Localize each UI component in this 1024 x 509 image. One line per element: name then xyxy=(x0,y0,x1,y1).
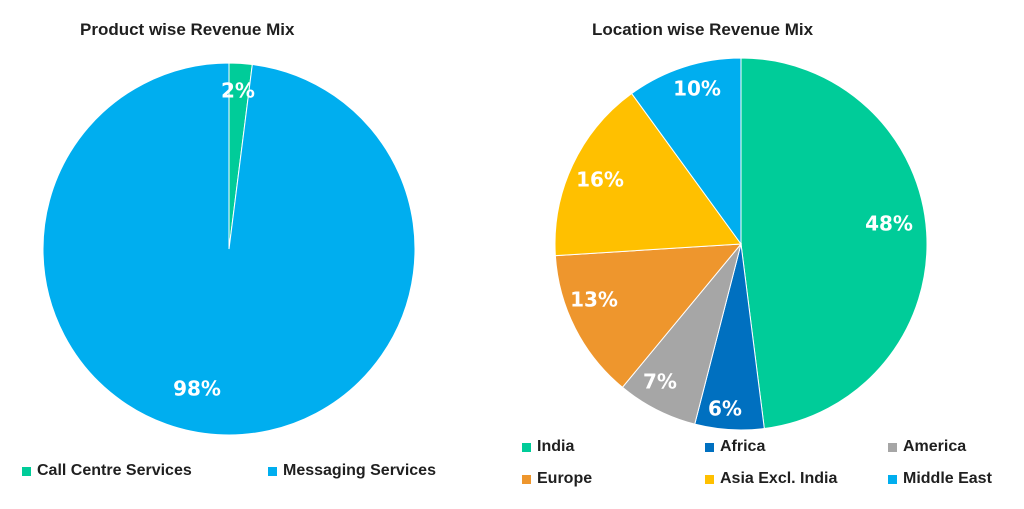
legend-label: Asia Excl. India xyxy=(720,470,838,487)
legend-item-middle-east: Middle East xyxy=(888,470,992,488)
pie-slice-middle-east xyxy=(630,57,742,246)
slice-label-america: 7% xyxy=(643,370,677,394)
pie-slice-europe xyxy=(554,243,743,389)
legend-item-america: America xyxy=(888,438,966,456)
legend-label: America xyxy=(903,438,967,455)
legend-label: India xyxy=(537,438,575,455)
legend-label: Middle East xyxy=(903,470,992,487)
legend-swatch xyxy=(705,474,714,484)
legend-swatch xyxy=(22,466,31,476)
legend-item-india: India xyxy=(522,438,574,456)
legend-swatch xyxy=(888,474,897,484)
legend-item-asia-excl-india: Asia Excl. India xyxy=(705,470,837,488)
slice-label-europe: 13% xyxy=(570,288,618,312)
pie-slice-india xyxy=(740,57,928,430)
legend-label: Africa xyxy=(720,438,766,455)
legend-item-europe: Europe xyxy=(522,470,592,488)
legend-item-messaging: Messaging Services xyxy=(268,462,436,480)
legend-swatch xyxy=(522,442,531,452)
location-chart-title: Location wise Revenue Mix xyxy=(592,20,814,39)
legend-item-africa: Africa xyxy=(705,438,765,456)
legend-label: Messaging Services xyxy=(283,462,436,479)
legend-swatch xyxy=(888,442,897,452)
legend-swatch xyxy=(705,442,714,452)
pie-slice-asia-excl-india xyxy=(554,92,742,257)
pie-slice-messaging-services xyxy=(42,62,416,436)
slice-label-call-centre-services: 2% xyxy=(221,79,255,103)
legend-label: Call Centre Services xyxy=(37,462,192,479)
slice-label-india: 48% xyxy=(865,212,913,236)
legend-swatch xyxy=(268,466,277,476)
slice-label-messaging-services: 98% xyxy=(173,377,221,401)
legend-label: Europe xyxy=(537,470,593,487)
slice-label-asia-excl-india: 16% xyxy=(576,168,624,192)
legend-swatch xyxy=(522,474,531,484)
slice-label-middle-east: 10% xyxy=(673,77,721,101)
product-chart-title: Product wise Revenue Mix xyxy=(80,20,295,39)
slice-label-africa: 6% xyxy=(708,397,742,421)
legend-item-call-centre: Call Centre Services xyxy=(22,462,192,480)
